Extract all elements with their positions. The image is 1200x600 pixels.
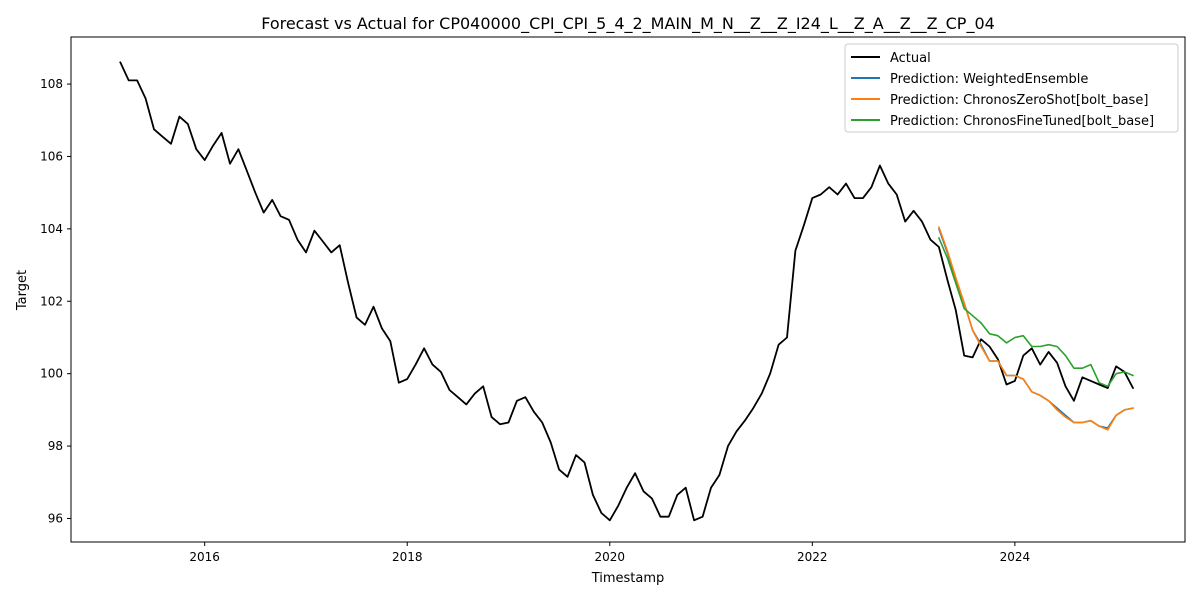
y-axis-label: Target (15, 270, 30, 311)
y-tick-label: 100 (40, 367, 63, 381)
legend-label: Prediction: ChronosFineTuned[bolt_base] (890, 114, 1154, 129)
y-tick-label: 104 (40, 222, 63, 236)
legend: Actual Prediction: WeightedEnsemble Predic… (844, 43, 1179, 133)
y-tick-label: 98 (48, 439, 63, 453)
legend-label: Prediction: ChronosZeroShot[bolt_base] (890, 93, 1148, 108)
y-tick-label: 102 (40, 294, 63, 308)
x-tick-label: 2024 (1000, 550, 1031, 564)
series-line-2 (938, 226, 1134, 431)
x-tick-label: 2022 (797, 550, 828, 564)
y-axis: 96 98 100 102 104 106 108 (40, 77, 71, 525)
x-axis: 2016 2018 2020 2022 2024 (189, 542, 1030, 564)
legend-label: Prediction: WeightedEnsemble (890, 72, 1088, 87)
y-tick-label: 106 (40, 149, 63, 163)
y-tick-label: 96 (48, 511, 63, 525)
x-tick-label: 2020 (594, 550, 625, 564)
x-axis-label: Timestamp (591, 571, 665, 586)
series-lines (119, 61, 1134, 522)
x-tick-label: 2018 (392, 550, 423, 564)
chart-title: Forecast vs Actual for CP040000_CPI_CPI_… (261, 14, 995, 34)
x-tick-label: 2016 (189, 550, 220, 564)
y-tick-label: 108 (40, 77, 63, 91)
legend-box (844, 43, 1179, 133)
series-line-3 (938, 237, 1134, 388)
series-line-0 (119, 61, 1134, 522)
legend-label: Actual (890, 51, 931, 66)
